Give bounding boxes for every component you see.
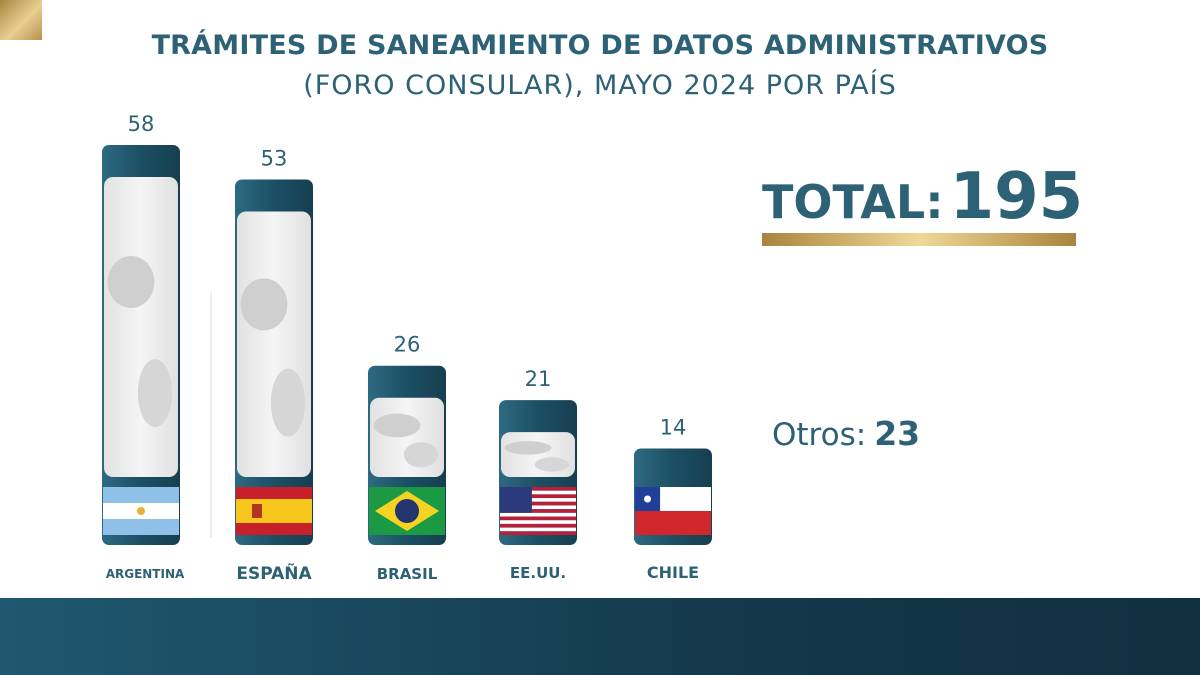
data-label: 58 — [128, 112, 155, 136]
gold-corner-accent — [0, 0, 42, 40]
map-landmass — [373, 413, 421, 438]
footer-band — [0, 598, 1200, 675]
chart-subtitle: (FORO CONSULAR), MAYO 2024 POR PAÍS — [303, 70, 897, 101]
brazil-flag-icon — [369, 487, 445, 535]
map-landmass — [534, 457, 570, 472]
map-landmass — [240, 278, 288, 331]
map-landmass — [137, 359, 173, 427]
world-map-panel — [501, 432, 575, 477]
spain-flag-icon — [236, 487, 312, 535]
total-value: 195 — [949, 160, 1084, 234]
usa-flag-icon — [500, 487, 576, 535]
category-label: EE.UU. — [510, 564, 566, 582]
world-map-panel — [237, 211, 311, 477]
chart-title: TRÁMITES DE SANEAMIENTO DE DATOS ADMINIS… — [151, 30, 1049, 61]
data-label: 53 — [261, 146, 288, 170]
others-label: Otros: — [772, 417, 867, 453]
chile-flag-icon — [635, 487, 711, 535]
map-landmass — [107, 256, 155, 308]
world-map-panel — [370, 397, 444, 477]
data-label: 14 — [660, 415, 687, 439]
others-value: 23 — [874, 414, 921, 453]
world-map-panel — [104, 177, 178, 477]
category-label: ESPAÑA — [236, 561, 312, 584]
data-label: 21 — [525, 367, 552, 391]
category-label: CHILE — [647, 563, 699, 582]
category-label: ARGENTINA — [106, 567, 185, 581]
map-landmass — [403, 442, 439, 468]
category-label: BRASIL — [377, 565, 438, 583]
total-label: TOTAL: — [762, 175, 944, 229]
total-box: TOTAL:195 — [762, 160, 1083, 234]
argentina-flag-icon — [103, 487, 179, 535]
others-box: Otros: 23 — [772, 414, 920, 453]
map-landmass — [504, 441, 552, 455]
bar-chart: 58 ARGENTINA 53 ESPAÑA 26 BRASIL 21 EE.UU. 14 CHI… — [102, 112, 712, 584]
gold-underline — [762, 233, 1076, 246]
map-landmass — [270, 368, 306, 437]
data-label: 26 — [394, 333, 421, 357]
